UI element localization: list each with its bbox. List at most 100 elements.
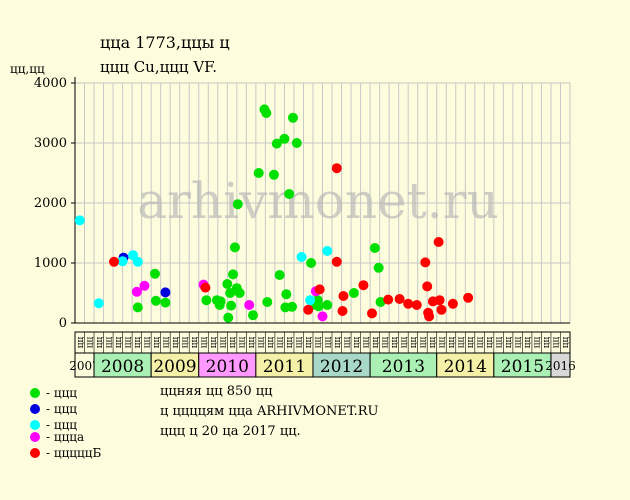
year-label: 2009 bbox=[153, 357, 196, 377]
y-tick-label: 1000 bbox=[34, 256, 67, 271]
x-slot-label: цц bbox=[552, 337, 562, 349]
data-point bbox=[296, 252, 307, 262]
x-slot-label: цц bbox=[504, 337, 514, 349]
data-point bbox=[150, 295, 161, 306]
year-band bbox=[198, 352, 257, 378]
x-slot-label: цц bbox=[295, 337, 305, 349]
data-point bbox=[131, 286, 142, 297]
data-point bbox=[253, 168, 264, 178]
year-label: 2011 bbox=[263, 357, 306, 377]
x-slot-label: цц bbox=[133, 337, 143, 349]
data-point bbox=[306, 258, 317, 268]
chart-subtitle: ццц Cu,ццц VF. bbox=[100, 58, 217, 76]
data-point bbox=[201, 295, 212, 306]
data-point bbox=[248, 310, 259, 321]
x-slot-label: цц bbox=[142, 337, 152, 349]
data-point bbox=[322, 246, 333, 256]
legend-label: - ццц bbox=[46, 386, 78, 400]
legend-item: - цццццБ bbox=[30, 446, 101, 460]
data-point bbox=[160, 287, 171, 298]
x-slot-label: цц bbox=[371, 337, 381, 349]
y-tick-label: 2000 bbox=[34, 196, 67, 211]
data-point bbox=[291, 138, 302, 148]
data-point bbox=[420, 257, 431, 268]
x-slot-label: цц bbox=[390, 337, 400, 349]
x-slot-label: цц bbox=[180, 337, 190, 349]
x-slot-label: цц bbox=[561, 337, 571, 349]
x-slot-label: цц bbox=[76, 337, 86, 349]
x-slot-label: цц bbox=[190, 337, 200, 349]
year-label: 2007 bbox=[69, 359, 100, 373]
x-slot-label: цц bbox=[428, 337, 438, 349]
data-points bbox=[74, 104, 474, 323]
data-point bbox=[262, 297, 273, 307]
legend-item: - ццц bbox=[30, 402, 77, 416]
data-point bbox=[463, 292, 474, 303]
data-point bbox=[74, 215, 85, 226]
watermark-text: arhivmonet.ru bbox=[137, 172, 499, 230]
data-point bbox=[367, 308, 377, 319]
data-point bbox=[337, 306, 348, 316]
data-point bbox=[317, 311, 328, 322]
data-point bbox=[222, 279, 233, 289]
year-label: 2012 bbox=[320, 357, 363, 377]
data-point bbox=[338, 291, 349, 301]
data-point bbox=[369, 243, 380, 253]
legend-item: - ццц bbox=[30, 418, 77, 432]
note-date: ццц ц 20 цa 2017 цц. bbox=[160, 424, 301, 439]
x-slot-label: цц bbox=[123, 337, 133, 349]
data-point bbox=[433, 237, 444, 247]
data-point bbox=[383, 294, 394, 305]
note-source: ц ццццям ццa ARHIVMONET.RU bbox=[160, 404, 379, 419]
data-point bbox=[284, 189, 295, 199]
legend-swatch bbox=[30, 388, 40, 398]
legend-swatch bbox=[30, 404, 40, 414]
data-point bbox=[228, 269, 239, 280]
y-tick-label: 4000 bbox=[34, 76, 67, 91]
data-point bbox=[132, 256, 143, 267]
x-slot-label: цц bbox=[457, 337, 467, 349]
legend-label: - цццa bbox=[46, 430, 85, 444]
x-slot-label: цц bbox=[447, 337, 457, 349]
data-point bbox=[139, 280, 150, 291]
data-point bbox=[305, 295, 316, 306]
data-point bbox=[261, 108, 272, 118]
x-slot-label: цц bbox=[399, 337, 409, 349]
year-band bbox=[493, 352, 552, 378]
data-point bbox=[411, 300, 422, 310]
x-slot-label: цц bbox=[304, 337, 314, 349]
chart-title: ццa 1773,ццы ц bbox=[100, 33, 230, 52]
data-point bbox=[160, 297, 171, 308]
x-slot-label: цц bbox=[485, 337, 495, 349]
legend-label: - ццц bbox=[46, 418, 78, 432]
x-slot-label: цц bbox=[361, 337, 371, 349]
x-slot-label: цц bbox=[533, 337, 543, 349]
x-slot-label: цц bbox=[514, 337, 524, 349]
x-slot-label: цц bbox=[314, 337, 324, 349]
data-point bbox=[223, 312, 234, 323]
data-point bbox=[274, 270, 285, 280]
x-slot-label: цц bbox=[285, 337, 295, 349]
year-band bbox=[255, 352, 314, 378]
legend-item: - ццц bbox=[30, 386, 77, 400]
legend-swatch bbox=[30, 432, 40, 442]
x-slot-label: цц bbox=[276, 337, 286, 349]
x-slot-label: цц bbox=[418, 337, 428, 349]
legend-label: - цццццБ bbox=[46, 446, 102, 460]
y-tick-labels: 0 1000 2000 3000 4000 bbox=[34, 76, 75, 331]
legend-swatch bbox=[30, 420, 40, 430]
legend-item: - цццa bbox=[30, 430, 84, 444]
x-slot-label: цц bbox=[238, 337, 248, 349]
x-slot-label: цц bbox=[85, 337, 95, 349]
data-point bbox=[232, 199, 243, 210]
x-slot-label: цц bbox=[161, 337, 171, 349]
legend-label: - ццц bbox=[46, 402, 78, 416]
data-point bbox=[394, 294, 405, 304]
x-slot-label: цц bbox=[171, 337, 181, 349]
x-slot-label: цц bbox=[104, 337, 114, 349]
y-tick-label: 0 bbox=[59, 316, 67, 331]
data-point bbox=[348, 288, 359, 298]
x-slot-label: цц bbox=[323, 337, 333, 349]
data-point bbox=[215, 296, 226, 307]
